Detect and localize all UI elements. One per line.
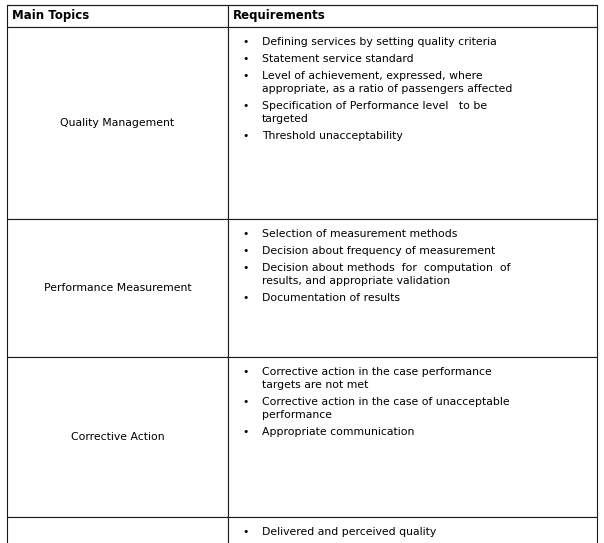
Text: Defining services by setting quality criteria: Defining services by setting quality cri… bbox=[262, 37, 496, 47]
Text: •: • bbox=[243, 263, 249, 273]
Bar bbox=[7, 517, 228, 543]
Bar bbox=[7, 5, 228, 27]
Text: Corrective action in the case of unacceptable: Corrective action in the case of unaccep… bbox=[262, 397, 510, 407]
Text: Quality Management: Quality Management bbox=[60, 118, 175, 128]
Bar bbox=[228, 27, 597, 219]
Text: •: • bbox=[243, 397, 249, 407]
Text: Requirements: Requirements bbox=[233, 9, 326, 22]
Text: appropriate, as a ratio of passengers affected: appropriate, as a ratio of passengers af… bbox=[262, 84, 512, 94]
Text: •: • bbox=[243, 367, 249, 377]
Bar bbox=[228, 357, 597, 517]
Text: Selection of measurement methods: Selection of measurement methods bbox=[262, 229, 457, 239]
Bar bbox=[228, 517, 597, 543]
Text: targets are not met: targets are not met bbox=[262, 380, 368, 390]
Text: Threshold unacceptability: Threshold unacceptability bbox=[262, 131, 403, 141]
Text: •: • bbox=[243, 427, 249, 437]
Text: Documentation of results: Documentation of results bbox=[262, 293, 400, 303]
Bar bbox=[7, 27, 228, 219]
Text: Statement service standard: Statement service standard bbox=[262, 54, 414, 64]
Text: targeted: targeted bbox=[262, 114, 309, 124]
Text: Decision about methods  for  computation  of: Decision about methods for computation o… bbox=[262, 263, 510, 273]
Text: •: • bbox=[243, 37, 249, 47]
Bar bbox=[7, 357, 228, 517]
Text: •: • bbox=[243, 131, 249, 141]
Text: •: • bbox=[243, 71, 249, 81]
Text: Corrective action in the case performance: Corrective action in the case performanc… bbox=[262, 367, 492, 377]
Bar bbox=[7, 219, 228, 357]
Text: performance: performance bbox=[262, 410, 332, 420]
Bar bbox=[228, 5, 597, 27]
Text: •: • bbox=[243, 293, 249, 303]
Text: Appropriate communication: Appropriate communication bbox=[262, 427, 414, 437]
Text: •: • bbox=[243, 527, 249, 537]
Text: •: • bbox=[243, 246, 249, 256]
Text: Level of achievement, expressed, where: Level of achievement, expressed, where bbox=[262, 71, 483, 81]
Text: •: • bbox=[243, 101, 249, 111]
Text: results, and appropriate validation: results, and appropriate validation bbox=[262, 276, 450, 286]
Text: Performance Measurement: Performance Measurement bbox=[43, 283, 191, 293]
Text: Main Topics: Main Topics bbox=[12, 9, 89, 22]
Text: Specification of Performance level   to be: Specification of Performance level to be bbox=[262, 101, 487, 111]
Bar bbox=[228, 219, 597, 357]
Text: Corrective Action: Corrective Action bbox=[71, 432, 164, 442]
Text: Delivered and perceived quality: Delivered and perceived quality bbox=[262, 527, 436, 537]
Text: •: • bbox=[243, 229, 249, 239]
Text: Decision about frequency of measurement: Decision about frequency of measurement bbox=[262, 246, 495, 256]
Text: •: • bbox=[243, 54, 249, 64]
